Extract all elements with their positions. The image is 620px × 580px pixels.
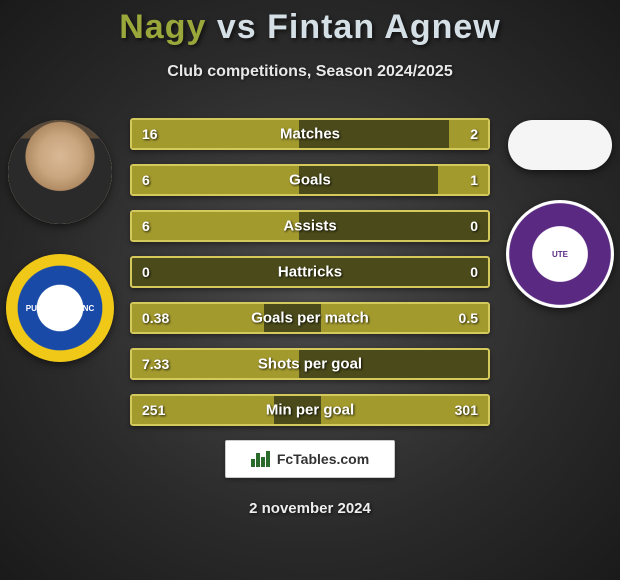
stat-value-left: 16 [142,126,158,142]
stat-label: Shots per goal [258,356,362,373]
player2-club-badge: UTE [506,200,614,308]
stat-fill-left [132,166,299,194]
stat-fill-right [449,120,488,148]
stat-label: Hattricks [278,264,342,281]
stat-value-left: 7.33 [142,356,169,372]
player2-avatar [508,120,612,170]
stat-value-left: 6 [142,218,150,234]
stat-value-left: 0.38 [142,310,169,326]
title-vs: vs [217,8,257,46]
stat-value-right: 0 [470,264,478,280]
stat-value-left: 251 [142,402,165,418]
title-player1: Nagy [119,8,206,46]
player1-face-icon [8,120,112,224]
stat-value-left: 0 [142,264,150,280]
stat-value-right: 301 [455,402,478,418]
stat-value-right: 0 [470,218,478,234]
stat-label: Matches [280,126,340,143]
stat-fill-left [132,212,299,240]
footer-date: 2 november 2024 [249,500,371,517]
stat-label: Goals per match [251,310,369,327]
stat-label: Goals [289,172,331,189]
stat-value-left: 6 [142,172,150,188]
stat-row: 251 301 Min per goal [130,394,490,426]
stat-value-right: 2 [470,126,478,142]
stat-value-right: 0.5 [459,310,478,326]
right-column: UTE [500,120,620,308]
stat-label: Min per goal [266,402,354,419]
subtitle: Club competitions, Season 2024/2025 [0,63,620,81]
stat-row: 0.38 0.5 Goals per match [130,302,490,334]
left-column: PUSKÁS FERENC [0,120,120,362]
title-player2: Fintan Agnew [267,8,501,46]
stat-label: Assists [283,218,336,235]
stat-row: 6 1 Goals [130,164,490,196]
comparison-title: Nagy vs Fintan Agnew [0,0,620,47]
brand-text: FcTables.com [277,451,369,467]
footer-brand-box: FcTables.com [225,440,395,478]
stat-value-right: 1 [470,172,478,188]
stat-row: 7.33 Shots per goal [130,348,490,380]
stat-row: 6 0 Assists [130,210,490,242]
player1-club-badge: PUSKÁS FERENC [6,254,114,362]
player2-club-label: UTE [552,250,568,259]
stat-fill-right [438,166,488,194]
stat-row: 0 0 Hattricks [130,256,490,288]
player1-avatar [8,120,112,224]
chart-icon [251,451,271,467]
stat-row: 16 2 Matches [130,118,490,150]
player1-club-label: PUSKÁS FERENC [26,304,94,313]
stats-container: 16 2 Matches 6 1 Goals 6 0 Assists 0 0 Hattricks 0.3… [130,118,490,426]
